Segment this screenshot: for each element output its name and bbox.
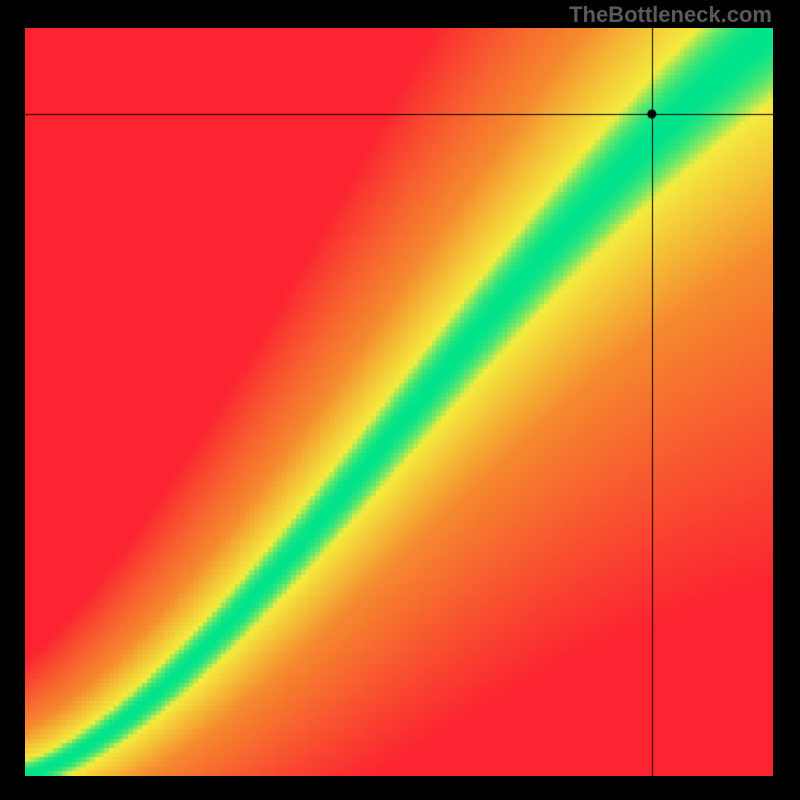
watermark-text: TheBottleneck.com xyxy=(569,2,772,28)
chart-container: TheBottleneck.com xyxy=(0,0,800,800)
crosshair-overlay xyxy=(25,28,773,776)
